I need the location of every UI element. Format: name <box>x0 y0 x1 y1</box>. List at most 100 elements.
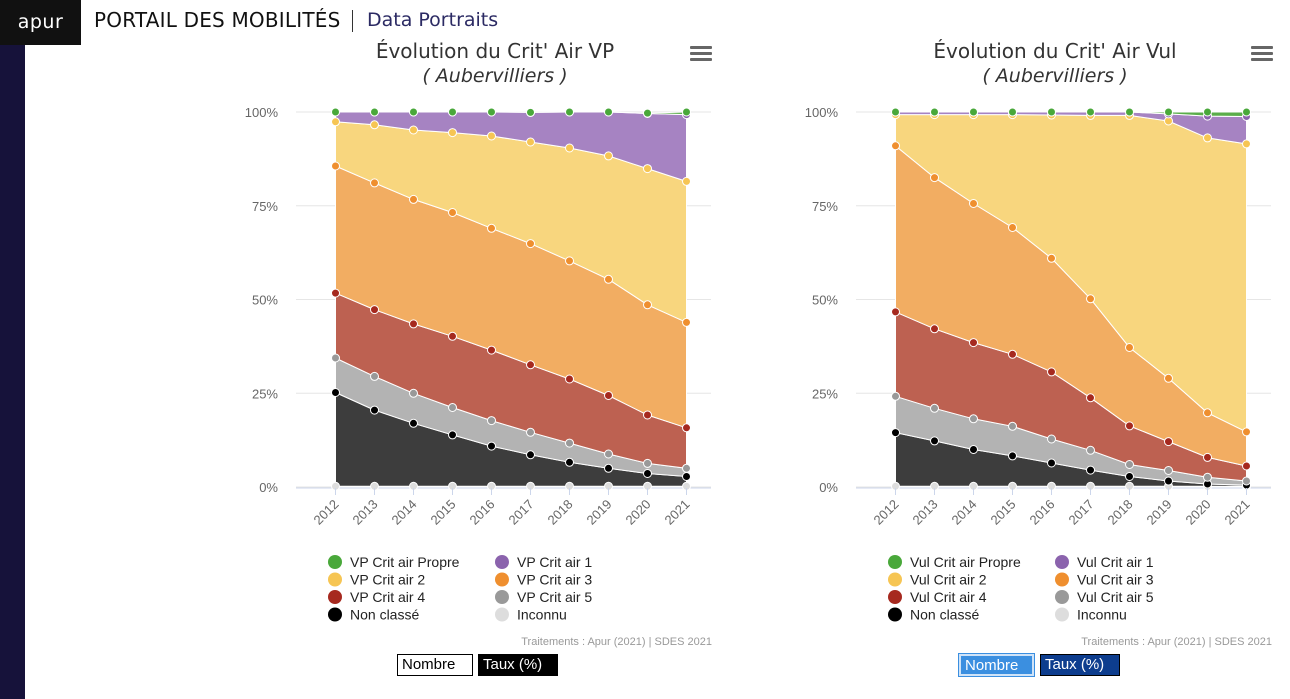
point-vp-crit-air-5[interactable] <box>643 458 652 468</box>
point-vul-crit-air-3[interactable] <box>891 141 900 151</box>
legend-item-vul-crit-air-4[interactable]: Vul Crit air 4 <box>888 589 987 605</box>
legend-item-vp-crit-air-2[interactable]: VP Crit air 2 <box>328 572 425 588</box>
chart-menu-icon[interactable] <box>1251 43 1273 61</box>
point-non-classe[interactable] <box>930 436 939 446</box>
point-vp-crit-air-propre[interactable] <box>643 108 652 118</box>
legend-item-vul-crit-air-2[interactable]: Vul Crit air 2 <box>888 572 987 588</box>
point-vp-crit-air-4[interactable] <box>370 305 379 315</box>
point-vp-crit-air-5[interactable] <box>370 371 379 381</box>
point-vp-crit-air-5[interactable] <box>331 353 340 363</box>
point-vp-crit-air-4[interactable] <box>682 423 691 433</box>
point-vp-crit-air-propre[interactable] <box>370 107 379 117</box>
point-vp-crit-air-2[interactable] <box>409 125 418 135</box>
taux-button[interactable]: Taux (%) <box>478 654 558 676</box>
point-vul-crit-air-propre[interactable] <box>1203 107 1212 117</box>
point-vp-crit-air-2[interactable] <box>370 120 379 130</box>
point-vp-crit-air-propre[interactable] <box>448 107 457 117</box>
legend-item-inconnu[interactable]: Inconnu <box>495 607 567 623</box>
nombre-button[interactable]: Nombre <box>958 653 1035 677</box>
point-vul-crit-air-3[interactable] <box>1203 408 1212 418</box>
point-vp-crit-air-4[interactable] <box>409 319 418 329</box>
point-vp-crit-air-5[interactable] <box>409 388 418 398</box>
legend-item-non-classe[interactable]: Non classé <box>888 607 979 623</box>
legend-item-inconnu[interactable]: Inconnu <box>1055 607 1127 623</box>
point-vul-crit-air-4[interactable] <box>969 338 978 348</box>
point-vp-crit-air-2[interactable] <box>526 137 535 147</box>
chart-credits[interactable]: Traitements : Apur (2021) | SDES 2021 <box>521 636 712 648</box>
point-vul-crit-air-propre[interactable] <box>1086 107 1095 117</box>
point-vp-crit-air-2[interactable] <box>643 164 652 174</box>
point-vul-crit-air-3[interactable] <box>1242 427 1251 437</box>
point-vp-crit-air-3[interactable] <box>370 178 379 188</box>
point-non-classe[interactable] <box>682 472 691 481</box>
point-vul-crit-air-3[interactable] <box>1086 294 1095 304</box>
point-vp-crit-air-4[interactable] <box>643 410 652 420</box>
point-non-classe[interactable] <box>969 445 978 454</box>
point-vp-crit-air-propre[interactable] <box>604 107 613 117</box>
taux-button[interactable]: Taux (%) <box>1040 654 1120 676</box>
point-vul-crit-air-5[interactable] <box>891 391 900 401</box>
point-vul-crit-air-4[interactable] <box>891 307 900 317</box>
point-vp-crit-air-5[interactable] <box>604 449 613 459</box>
point-vp-crit-air-2[interactable] <box>448 128 457 138</box>
point-vp-crit-air-3[interactable] <box>487 223 496 233</box>
point-vp-crit-air-5[interactable] <box>487 416 496 426</box>
point-vp-crit-air-2[interactable] <box>682 176 691 186</box>
point-vp-crit-air-propre[interactable] <box>331 107 340 117</box>
point-vp-crit-air-4[interactable] <box>526 360 535 370</box>
point-non-classe[interactable] <box>370 405 379 415</box>
point-non-classe[interactable] <box>1086 465 1095 475</box>
chart-menu-icon[interactable] <box>690 43 712 61</box>
legend-item-vp-crit-air-5[interactable]: VP Crit air 5 <box>495 589 592 605</box>
point-vul-crit-air-5[interactable] <box>1242 476 1251 486</box>
point-vul-crit-air-4[interactable] <box>1242 461 1251 471</box>
point-vul-crit-air-5[interactable] <box>1164 466 1173 475</box>
legend-item-vp-crit-air-propre[interactable]: VP Crit air Propre <box>328 554 460 570</box>
point-non-classe[interactable] <box>1047 458 1056 468</box>
point-vp-crit-air-5[interactable] <box>526 427 535 437</box>
point-vp-crit-air-propre[interactable] <box>526 107 535 117</box>
point-vp-crit-air-3[interactable] <box>682 317 691 327</box>
point-non-classe[interactable] <box>409 418 418 428</box>
point-vp-crit-air-propre[interactable] <box>409 107 418 117</box>
legend-item-vul-crit-air-3[interactable]: Vul Crit air 3 <box>1055 572 1154 588</box>
point-non-classe[interactable] <box>487 441 496 451</box>
point-vp-crit-air-4[interactable] <box>565 374 574 384</box>
legend-item-vp-crit-air-3[interactable]: VP Crit air 3 <box>495 572 592 588</box>
legend-item-vul-crit-air-5[interactable]: Vul Crit air 5 <box>1055 589 1154 605</box>
point-vul-crit-air-propre[interactable] <box>1242 107 1251 117</box>
point-vp-crit-air-3[interactable] <box>565 256 574 266</box>
point-vp-crit-air-3[interactable] <box>643 300 652 310</box>
point-vp-crit-air-4[interactable] <box>331 288 340 298</box>
point-vp-crit-air-3[interactable] <box>604 274 613 284</box>
point-non-classe[interactable] <box>565 457 574 467</box>
portal-subtitle[interactable]: Data Portraits <box>367 9 499 31</box>
point-non-classe[interactable] <box>331 388 340 397</box>
point-non-classe[interactable] <box>604 463 613 473</box>
point-vul-crit-air-3[interactable] <box>1008 223 1017 232</box>
point-vul-crit-air-propre[interactable] <box>1047 107 1056 117</box>
point-vul-crit-air-4[interactable] <box>1047 367 1056 377</box>
point-vul-crit-air-propre[interactable] <box>1008 107 1017 117</box>
point-vul-crit-air-3[interactable] <box>1164 373 1173 383</box>
point-vul-crit-air-5[interactable] <box>930 403 939 413</box>
legend-item-vul-crit-air-propre[interactable]: Vul Crit air Propre <box>888 554 1021 570</box>
point-non-classe[interactable] <box>891 428 900 438</box>
point-vul-crit-air-2[interactable] <box>1242 139 1251 149</box>
point-vp-crit-air-4[interactable] <box>448 331 457 341</box>
point-vul-crit-air-propre[interactable] <box>969 107 978 117</box>
point-vul-crit-air-2[interactable] <box>1203 133 1212 143</box>
point-vul-crit-air-3[interactable] <box>930 173 939 183</box>
point-vp-crit-air-3[interactable] <box>448 208 457 217</box>
nombre-button[interactable]: Nombre <box>397 654 473 676</box>
point-vp-crit-air-propre[interactable] <box>487 107 496 117</box>
point-vp-crit-air-3[interactable] <box>331 161 340 171</box>
point-vp-crit-air-4[interactable] <box>604 391 613 400</box>
point-vul-crit-air-5[interactable] <box>1086 445 1095 455</box>
apur-logo[interactable]: apur <box>0 0 81 45</box>
point-vul-crit-air-3[interactable] <box>1125 343 1134 352</box>
point-vp-crit-air-2[interactable] <box>487 131 496 141</box>
point-vul-crit-air-propre[interactable] <box>891 107 900 117</box>
point-vp-crit-air-3[interactable] <box>409 194 418 204</box>
point-vul-crit-air-5[interactable] <box>1125 460 1134 469</box>
